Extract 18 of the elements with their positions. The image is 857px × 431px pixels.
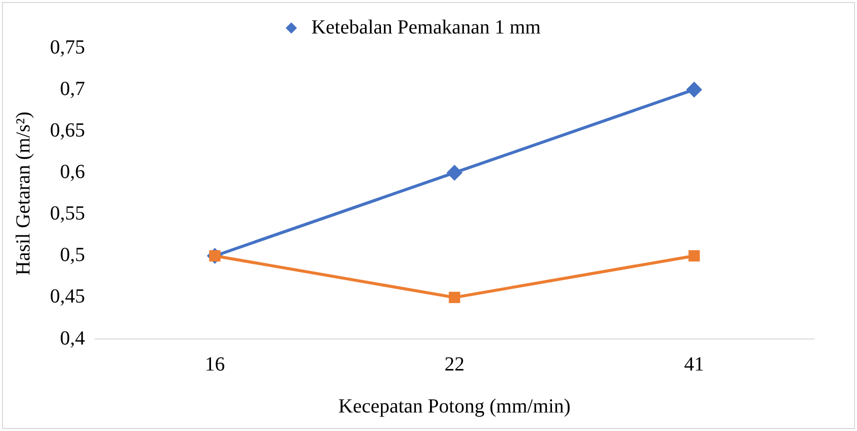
- point: [448, 292, 460, 304]
- point: [686, 82, 702, 98]
- y-tick-label: 0,7: [60, 78, 85, 100]
- y-tick-label: 0,55: [50, 202, 85, 225]
- y-tick-label: 0,65: [50, 119, 85, 142]
- y-tick-label: 0,4: [60, 327, 85, 350]
- y-tick-label: 0,45: [50, 286, 85, 308]
- y-tick-label: 0,6: [60, 160, 85, 183]
- x-tick-label: 41: [684, 353, 704, 376]
- legend-label: Ketebalan Pemakanan 1 mm: [311, 16, 542, 38]
- x-axis-title: Kecepatan Potong (mm/min): [338, 395, 571, 418]
- x-tick-label: 16: [204, 353, 225, 376]
- point: [688, 250, 700, 262]
- y-tick-label: 0,5: [60, 244, 85, 266]
- y-tick-label: 0,75: [50, 36, 85, 58]
- point: [446, 164, 462, 181]
- y-axis-title: Hasil Getaran (m/s²): [12, 112, 34, 276]
- x-tick-label: 22: [444, 353, 464, 376]
